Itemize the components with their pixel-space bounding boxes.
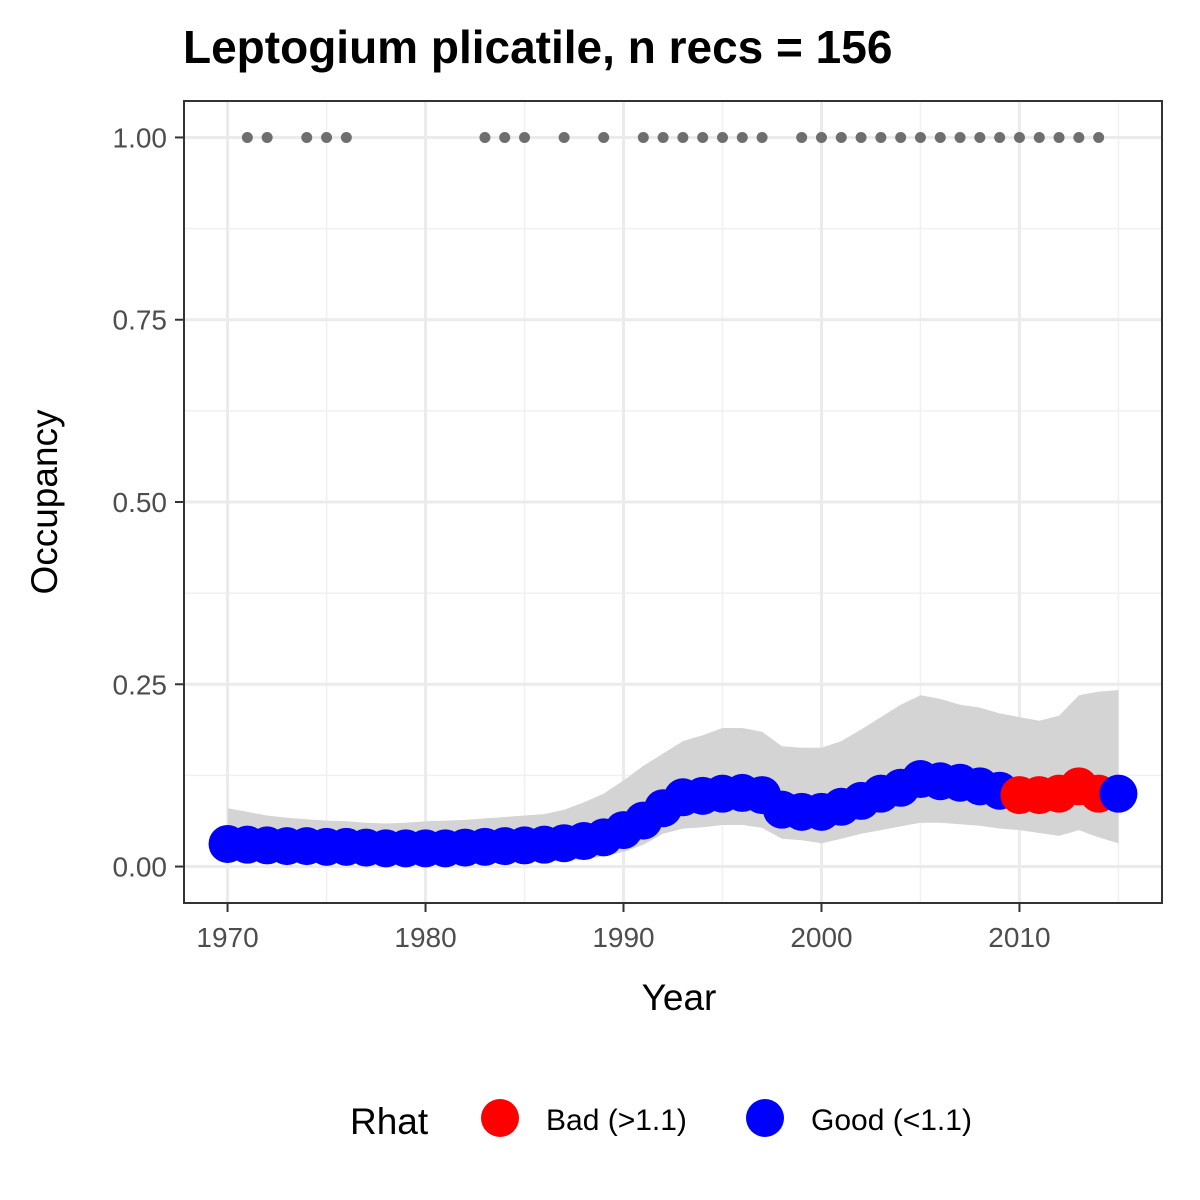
record-point xyxy=(558,131,570,143)
credible-interval-ribbon xyxy=(227,690,1119,863)
record-point xyxy=(736,131,748,143)
x-tick-label: 1970 xyxy=(196,922,258,953)
y-tick-label: 0.25 xyxy=(113,669,168,700)
record-points xyxy=(241,131,1105,143)
record-point xyxy=(875,131,887,143)
y-tick-label: 0.00 xyxy=(113,852,168,883)
legend-key-good xyxy=(746,1099,784,1137)
record-point xyxy=(974,131,986,143)
record-point xyxy=(895,131,907,143)
record-point xyxy=(499,131,511,143)
y-tick-label: 0.50 xyxy=(113,487,168,518)
record-point xyxy=(261,131,273,143)
record-point xyxy=(657,131,669,143)
record-point xyxy=(697,131,709,143)
record-point xyxy=(340,131,352,143)
occupancy-point-good xyxy=(1099,774,1138,813)
record-point xyxy=(1013,131,1025,143)
x-tick-label: 1980 xyxy=(394,922,456,953)
record-point xyxy=(796,131,808,143)
record-point xyxy=(1073,131,1085,143)
record-point xyxy=(598,131,610,143)
record-point xyxy=(994,131,1006,143)
y-tick-label: 1.00 xyxy=(113,122,168,153)
x-tick-label: 1990 xyxy=(592,922,654,953)
chart-title: Leptogium plicatile, n recs = 156 xyxy=(183,21,892,73)
record-point xyxy=(815,131,827,143)
credible-interval-area xyxy=(227,690,1119,863)
record-point xyxy=(835,131,847,143)
record-point xyxy=(934,131,946,143)
record-point xyxy=(301,131,313,143)
axis-ticks: 1970 1980 1990 2000 2010 0.00 0.25 0.50 0.75 1.00 xyxy=(113,122,1051,953)
record-point xyxy=(914,131,926,143)
x-axis-title: Year xyxy=(642,977,717,1018)
record-point xyxy=(241,131,253,143)
record-point xyxy=(1033,131,1045,143)
record-point xyxy=(637,131,649,143)
y-tick-label: 0.75 xyxy=(113,305,168,336)
record-point xyxy=(677,131,689,143)
y-axis-title: Occupancy xyxy=(24,409,65,595)
record-point xyxy=(321,131,333,143)
record-point xyxy=(1093,131,1105,143)
legend-title: Rhat xyxy=(350,1101,429,1142)
x-tick-label: 2000 xyxy=(790,922,852,953)
record-point xyxy=(716,131,728,143)
x-tick-label: 2010 xyxy=(988,922,1050,953)
record-point xyxy=(519,131,531,143)
record-point xyxy=(1053,131,1065,143)
legend-key-bad xyxy=(481,1099,519,1137)
legend: Rhat Bad (>1.1) Good (<1.1) xyxy=(350,1099,972,1142)
record-point xyxy=(479,131,491,143)
record-point xyxy=(954,131,966,143)
occupancy-points xyxy=(208,760,1138,868)
legend-label-good: Good (<1.1) xyxy=(811,1104,972,1137)
legend-label-bad: Bad (>1.1) xyxy=(546,1104,687,1137)
record-point xyxy=(855,131,867,143)
record-point xyxy=(756,131,768,143)
